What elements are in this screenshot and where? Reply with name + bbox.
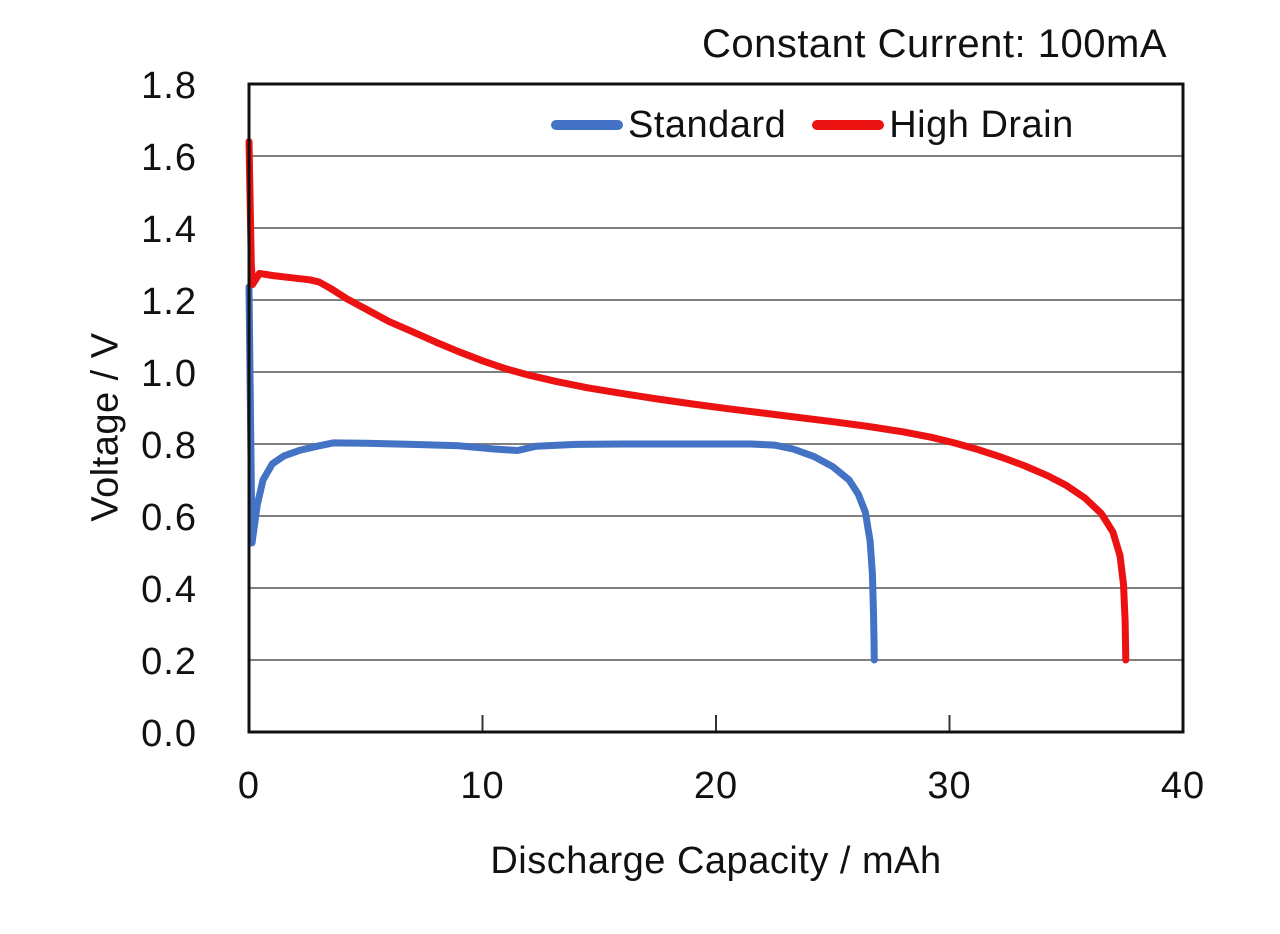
y-tick-label: 0.6 xyxy=(141,497,197,539)
legend-label-standard: Standard xyxy=(628,103,787,146)
x-tick-label: 30 xyxy=(927,765,972,807)
series-curves xyxy=(245,138,1130,664)
high-drain-line-swatch xyxy=(812,120,885,130)
legend-item-standard: Standard xyxy=(551,104,786,147)
x-tick-label: 40 xyxy=(1160,765,1206,807)
x-tick-marks xyxy=(481,715,951,732)
plot-border xyxy=(247,82,1185,734)
standard-line-swatch xyxy=(551,120,623,130)
y-tick-label: 1.6 xyxy=(141,137,197,179)
legend: Standard High Drain xyxy=(551,100,1074,150)
standard-curve xyxy=(245,283,878,664)
y-tick-label: 1.0 xyxy=(141,353,197,395)
y-tick-label: 0.0 xyxy=(141,713,197,755)
y-tick-label: 0.8 xyxy=(141,425,197,467)
y-tick-label: 0.4 xyxy=(141,569,197,611)
legend-label-high-drain: High Drain xyxy=(889,103,1074,146)
y-tick-label: 1.4 xyxy=(141,209,197,251)
chart-title: Constant Current: 100mA xyxy=(701,22,1167,66)
x-tick-label: 20 xyxy=(693,765,739,807)
x-tick-label: 0 xyxy=(237,765,261,807)
y-tick-label: 1.2 xyxy=(141,281,197,323)
x-tick-label: 10 xyxy=(460,765,505,807)
high-drain-curve xyxy=(245,138,1130,664)
x-axis-title: Discharge Capacity / mAh xyxy=(490,840,942,882)
y-tick-label: 1.8 xyxy=(141,65,197,107)
y-tick-label: 0.2 xyxy=(141,641,197,683)
legend-item-high-drain: High Drain xyxy=(812,104,1074,147)
